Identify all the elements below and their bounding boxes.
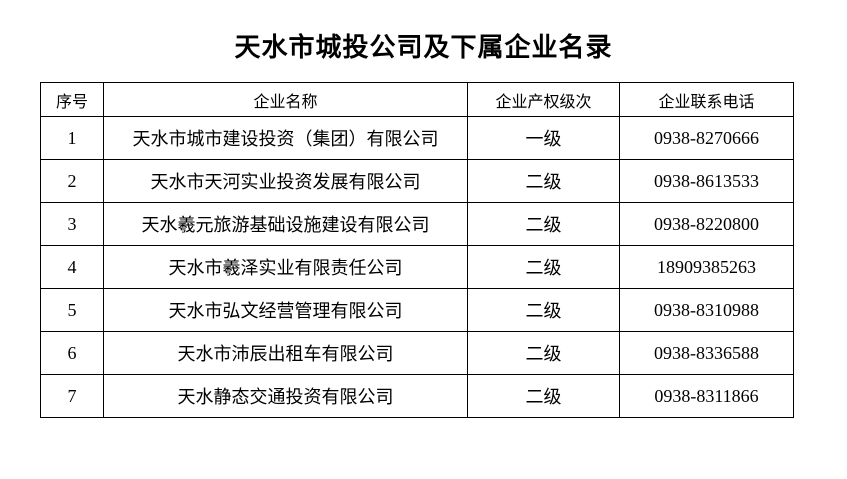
cell-serial: 2 [40, 159, 104, 203]
cell-ownership-level: 二级 [467, 331, 620, 375]
cell-ownership-level: 一级 [467, 116, 620, 160]
table-row: 1 天水市城市建设投资（集团）有限公司 一级 0938-8270666 [40, 116, 794, 160]
table-row: 2 天水市天河实业投资发展有限公司 二级 0938-8613533 [40, 159, 794, 203]
page-title: 天水市城投公司及下属企业名录 [234, 33, 613, 62]
cell-contact-phone: 0938-8311866 [619, 374, 794, 418]
table-row: 7 天水静态交通投资有限公司 二级 0938-8311866 [40, 374, 794, 418]
cell-company-name: 天水市沛辰出租车有限公司 [103, 331, 468, 375]
column-header-company-name: 企业名称 [103, 82, 468, 117]
cell-company-name: 天水市天河实业投资发展有限公司 [103, 159, 468, 203]
cell-company-name: 天水静态交通投资有限公司 [103, 374, 468, 418]
cell-ownership-level: 二级 [467, 245, 620, 289]
cell-company-name: 天水市弘文经营管理有限公司 [103, 288, 468, 332]
cell-contact-phone: 18909385263 [619, 245, 794, 289]
column-header-ownership-level: 企业产权级次 [467, 82, 620, 117]
cell-contact-phone: 0938-8270666 [619, 116, 794, 160]
cell-serial: 4 [40, 245, 104, 289]
column-header-contact-phone: 企业联系电话 [619, 82, 794, 117]
cell-ownership-level: 二级 [467, 159, 620, 203]
cell-ownership-level: 二级 [467, 288, 620, 332]
table-row: 4 天水市羲泽实业有限责任公司 二级 18909385263 [40, 245, 794, 289]
table-row: 5 天水市弘文经营管理有限公司 二级 0938-8310988 [40, 288, 794, 332]
cell-contact-phone: 0938-8220800 [619, 202, 794, 246]
table-row: 6 天水市沛辰出租车有限公司 二级 0938-8336588 [40, 331, 794, 375]
table-row: 3 天水羲元旅游基础设施建设有限公司 二级 0938-8220800 [40, 202, 794, 246]
cell-contact-phone: 0938-8310988 [619, 288, 794, 332]
cell-serial: 5 [40, 288, 104, 332]
cell-ownership-level: 二级 [467, 202, 620, 246]
cell-serial: 7 [40, 374, 104, 418]
cell-contact-phone: 0938-8613533 [619, 159, 794, 203]
cell-company-name: 天水市羲泽实业有限责任公司 [103, 245, 468, 289]
cell-company-name: 天水市城市建设投资（集团）有限公司 [103, 116, 468, 160]
column-header-serial: 序号 [40, 82, 104, 117]
cell-serial: 1 [40, 116, 104, 160]
cell-company-name: 天水羲元旅游基础设施建设有限公司 [103, 202, 468, 246]
table-header-row: 序号 企业名称 企业产权级次 企业联系电话 [40, 82, 794, 117]
enterprise-roster-table: 序号 企业名称 企业产权级次 企业联系电话 1 天水市城市建设投资（集团）有限公… [40, 82, 794, 418]
cell-contact-phone: 0938-8336588 [619, 331, 794, 375]
cell-ownership-level: 二级 [467, 374, 620, 418]
cell-serial: 3 [40, 202, 104, 246]
cell-serial: 6 [40, 331, 104, 375]
